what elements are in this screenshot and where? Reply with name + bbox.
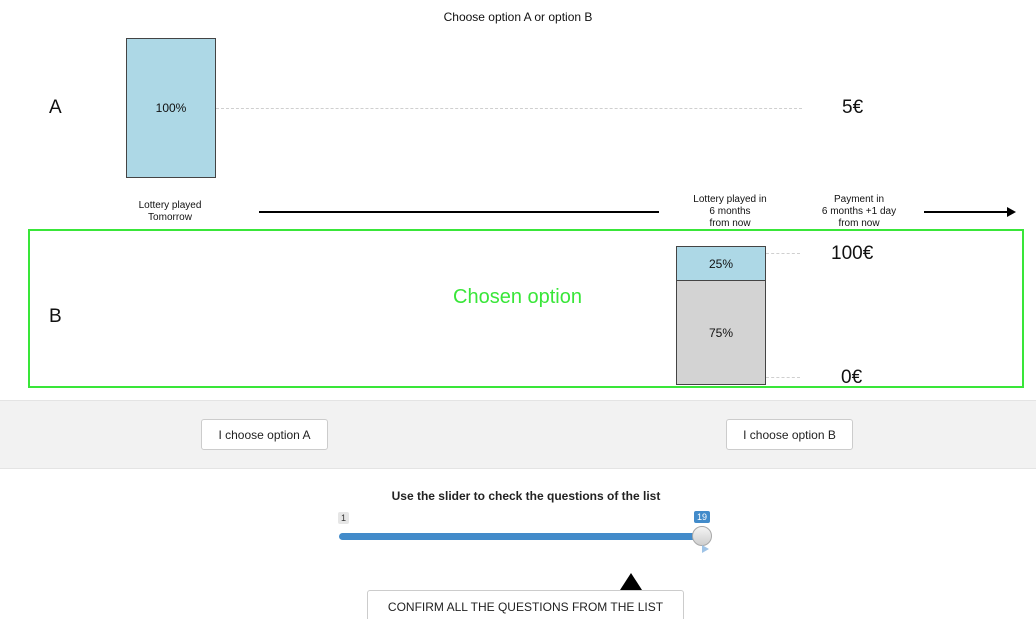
timeline-line <box>259 211 659 213</box>
option-a-label: A <box>49 97 62 118</box>
slider-title: Use the slider to check the questions of… <box>391 489 661 503</box>
slider-value-label: 19 <box>694 511 711 523</box>
option-a-guide-line <box>216 108 802 109</box>
up-triangle-icon <box>620 573 642 590</box>
timeline-label-lottery-b: Lottery played in 6 months from now <box>693 194 767 229</box>
option-b-win-payout: 100€ <box>831 243 874 264</box>
chosen-option-frame <box>28 229 1024 388</box>
option-b-label: B <box>49 306 62 327</box>
option-b-lose-probability: 75% <box>708 325 734 340</box>
choice-button-band <box>0 400 1036 469</box>
option-b-lose-payout: 0€ <box>841 367 863 388</box>
chosen-option-text: Chosen option <box>453 286 582 308</box>
option-b-win-guide-line <box>766 253 800 254</box>
option-b-lose-guide-line <box>766 377 800 378</box>
option-b-win-box: 25% <box>676 246 766 281</box>
option-b-win-probability: 25% <box>708 256 734 271</box>
timeline-arrow-icon <box>1007 207 1016 217</box>
page-title: Choose option A or option B <box>443 10 593 24</box>
timeline-label-lottery-a: Lottery played Tomorrow <box>138 200 202 223</box>
option-a-probability: 100% <box>155 101 187 115</box>
option-a-lottery-box: 100% <box>126 38 216 178</box>
timeline-label-payment: Payment in 6 months +1 day from now <box>821 194 897 229</box>
question-slider-track[interactable] <box>339 533 703 540</box>
slider-pointer-icon <box>702 545 709 553</box>
option-a-payout: 5€ <box>842 97 864 118</box>
slider-min-label: 1 <box>338 512 350 524</box>
choose-option-b-button[interactable]: I choose option B <box>726 419 853 450</box>
option-b-lose-box: 75% <box>676 280 766 385</box>
confirm-all-button[interactable]: CONFIRM ALL THE QUESTIONS FROM THE LIST <box>367 590 684 619</box>
timeline-arrow-line <box>924 211 1008 213</box>
question-slider-handle[interactable] <box>692 526 712 546</box>
choose-option-a-button[interactable]: I choose option A <box>201 419 328 450</box>
